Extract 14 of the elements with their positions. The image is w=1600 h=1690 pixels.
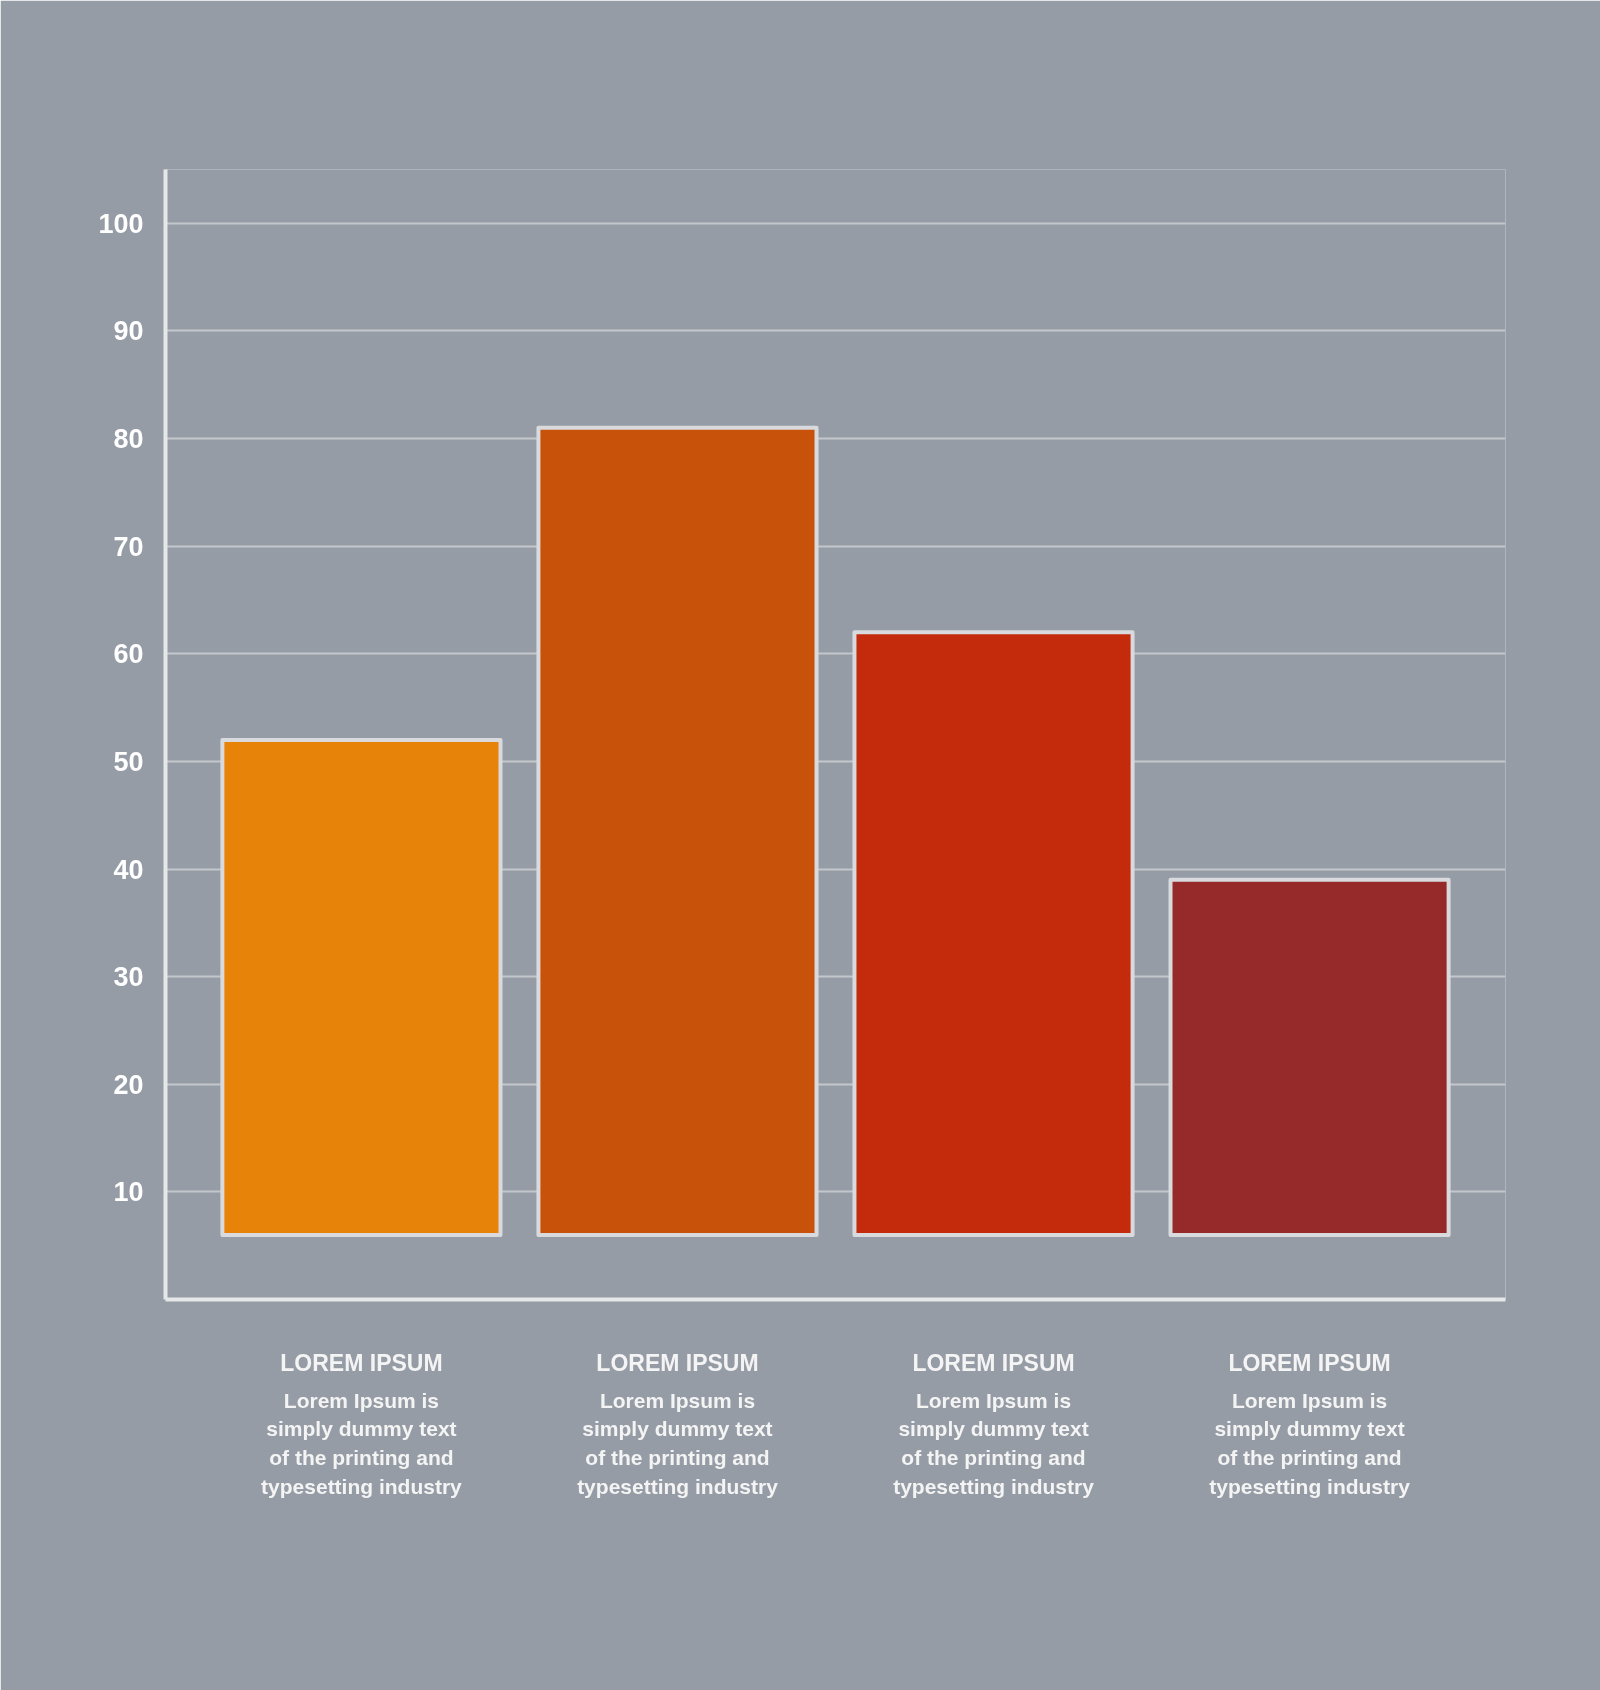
- category-label: LOREM IPSUM Lorem Ipsum is simply dummy text of the printing and typesetting industry: [261, 1349, 462, 1498]
- y-tick-label: 10: [113, 1177, 144, 1208]
- y-tick-label: 80: [113, 424, 144, 455]
- y-tick-label: 100: [98, 208, 144, 239]
- category-label: LOREM IPSUM Lorem Ipsum is simply dummy text of the printing and typesetting industry: [577, 1349, 778, 1498]
- y-tick-label: 90: [113, 316, 144, 347]
- y-tick-label: 60: [113, 639, 144, 670]
- y-tick-label: 70: [113, 531, 144, 562]
- y-tick-label: 50: [113, 746, 144, 777]
- y-tick-label: 40: [113, 854, 144, 885]
- y-tick-label: 30: [113, 962, 144, 993]
- category-label: LOREM IPSUM Lorem Ipsum is simply dummy text of the printing and typesetting industry: [1209, 1349, 1410, 1498]
- y-tick-label: 20: [113, 1069, 144, 1100]
- category-label: LOREM IPSUM Lorem Ipsum is simply dummy text of the printing and typesetting industry: [893, 1349, 1094, 1498]
